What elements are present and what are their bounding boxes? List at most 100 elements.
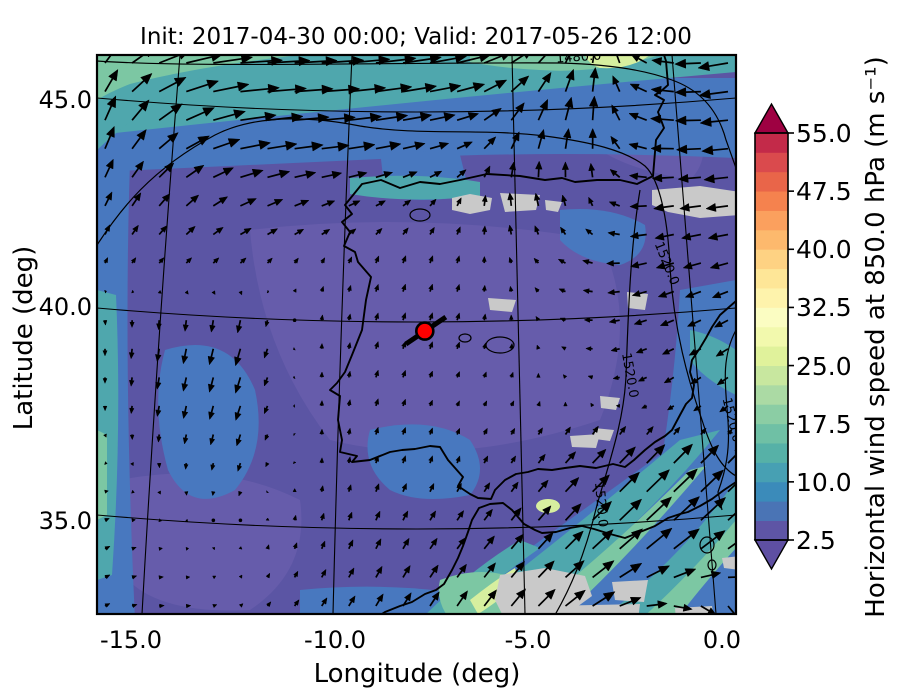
wind-arrow [131, 546, 137, 551]
wind-arrow [429, 82, 462, 93]
wind-arrow [234, 348, 242, 367]
wind-arrow [374, 283, 379, 292]
wind-arrow [346, 313, 352, 321]
colorbar-band [755, 171, 788, 192]
wind-arrow [675, 144, 701, 155]
wind-arrow [267, 169, 291, 179]
wind-arrow [429, 112, 456, 122]
wind-arrow [537, 71, 552, 93]
wind-arrow [483, 535, 495, 550]
wind-arrow [212, 226, 224, 236]
wind-arrow [266, 257, 273, 264]
colorbar-tick-label: 2.5 [796, 526, 836, 555]
wind-arrow [429, 510, 437, 521]
wind-arrow [104, 518, 110, 523]
x-tick-label: -10.0 [304, 626, 366, 654]
wind-arrow [628, 112, 648, 121]
wind-arrow [374, 398, 379, 407]
wind-arrow [186, 55, 223, 64]
wind-arrow [209, 434, 216, 446]
colorbar-band [755, 462, 788, 483]
wind-arrow [104, 461, 108, 466]
wind-arrow [293, 570, 299, 578]
wind-arrow [716, 376, 729, 386]
wind-arrow [375, 538, 382, 550]
wind-arrow [646, 600, 668, 609]
wind-arrow [482, 427, 488, 435]
wind-arrow [482, 371, 487, 378]
wind-arrow [104, 95, 117, 121]
wind-arrow [628, 172, 647, 181]
wind-arrow [292, 375, 296, 380]
wind-arrow [481, 255, 487, 264]
wind-arrow [631, 55, 648, 64]
meridian-line [332, 55, 353, 614]
wind-arrow [534, 286, 540, 293]
contour-label: 1480.0 [556, 48, 602, 66]
wind-arrow [699, 116, 729, 127]
wind-arrow [589, 66, 599, 92]
wind-arrow [235, 434, 242, 447]
wind-arrow [612, 75, 621, 92]
wind-arrow [652, 203, 674, 212]
wind-arrow [131, 160, 144, 178]
wind-arrow [619, 562, 643, 579]
wind-arrow [661, 348, 675, 355]
wind-arrow [234, 405, 242, 422]
wind-arrow [610, 346, 620, 353]
wind-arrow [651, 57, 674, 66]
wind-arrow [348, 200, 361, 207]
wind-arrow [562, 127, 572, 149]
wind-arrow [564, 503, 582, 521]
wind-arrow [483, 136, 497, 150]
x-tick-label: -5.0 [505, 626, 552, 654]
wind-arrow [650, 144, 674, 153]
wind-arrow [637, 376, 648, 382]
wind-quiver [102, 55, 736, 614]
wind-arrow [679, 203, 702, 212]
colorbar-band [755, 501, 788, 522]
colorbar-tick-label: 55.0 [796, 119, 852, 148]
wind-arrow [346, 370, 352, 378]
wind-arrow [641, 404, 648, 409]
wind-arrow [673, 468, 698, 493]
wind-arrow [320, 540, 326, 550]
wind-arrow [131, 289, 135, 294]
wind-arrow [207, 348, 216, 366]
wind-arrow [510, 481, 519, 493]
wind-arrow [592, 560, 615, 579]
wind-arrow [482, 455, 489, 464]
wind-arrow [401, 426, 407, 435]
wind-arrow [235, 320, 243, 334]
wind-arrow [374, 340, 379, 350]
wind-arrow [181, 405, 189, 420]
wind-arrow [181, 348, 189, 365]
wind-arrow [674, 58, 701, 69]
wind-arrow [264, 434, 270, 441]
wind-arrow [401, 283, 407, 292]
wind-arrow [375, 200, 387, 207]
colorbar-band [755, 365, 788, 386]
wind-arrow [428, 283, 434, 292]
wind-arrow [701, 145, 729, 156]
wind-arrow [483, 165, 491, 178]
colorbar-tick-label: 40.0 [796, 235, 852, 264]
wind-arrow [561, 194, 568, 207]
wind-arrow [158, 76, 187, 93]
wind-arrow [707, 232, 729, 241]
wind-arrow [564, 560, 585, 579]
wind-arrow [428, 399, 433, 407]
wind-arrow [650, 85, 674, 95]
wind-arrow [402, 82, 438, 93]
wind-arrow [185, 546, 190, 551]
wind-arrow [655, 261, 675, 270]
wind-arrow [607, 289, 620, 296]
wind-arrow [319, 512, 325, 521]
colorbar-band [755, 443, 788, 463]
wind-arrow [104, 55, 113, 64]
wind-arrow [609, 168, 621, 178]
wind-arrow [507, 192, 514, 206]
wind-arrow [615, 403, 621, 409]
wind-arrow [321, 170, 343, 180]
